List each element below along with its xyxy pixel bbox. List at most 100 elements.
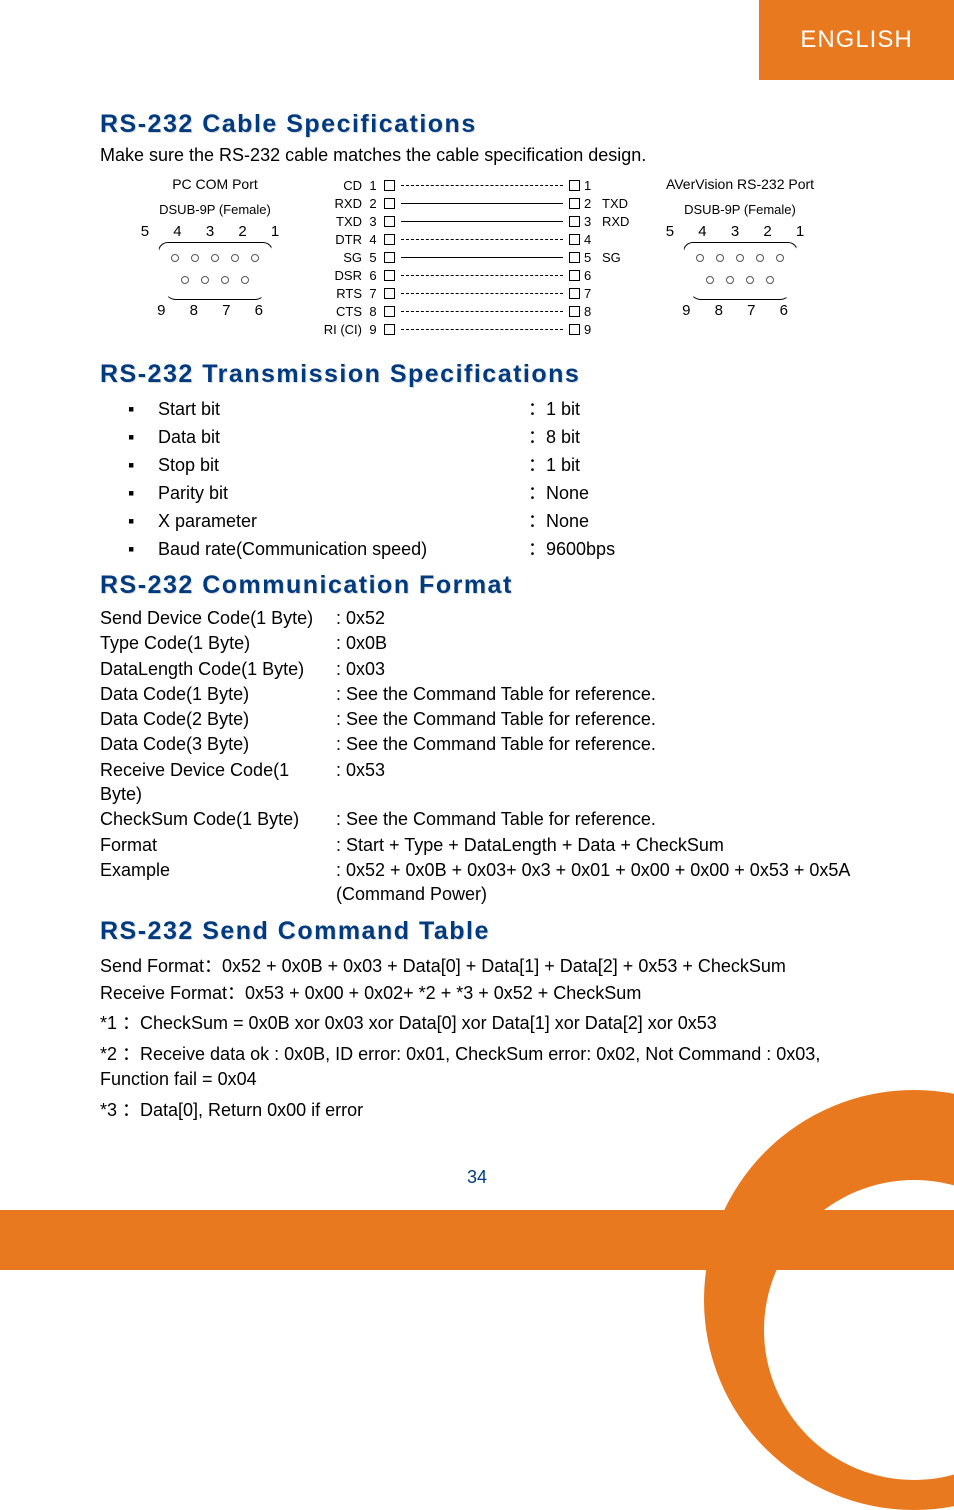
comm-format-val: : 0x03 xyxy=(336,657,870,681)
pin-right-num: 4 xyxy=(584,232,598,247)
pin-left-label: RTS xyxy=(318,286,366,301)
spec-colon: ： xyxy=(528,535,546,561)
sec4-notes: *1 ：CheckSum = 0x0B xor 0x03 xor Data[0]… xyxy=(100,1011,870,1124)
left-port-sub: DSUB-9P (Female) xyxy=(140,202,290,217)
spec-colon: ： xyxy=(528,507,546,533)
pin-left-num: 7 xyxy=(366,286,380,301)
page-content: RS-232 Cable Specifications Make sure th… xyxy=(100,110,870,1129)
comm-format-key: CheckSum Code(1 Byte) xyxy=(100,807,336,831)
pin-row: SG55SG xyxy=(318,248,638,266)
spec-key: Parity bit xyxy=(158,483,528,504)
pin-right-num: 6 xyxy=(584,268,598,283)
spec-item: Start bit：1 bit xyxy=(128,395,870,421)
comm-format-key: Example xyxy=(100,858,336,907)
sec4-title: RS-232 Send Command Table xyxy=(100,917,870,946)
spec-key: Baud rate(Communication speed) xyxy=(158,539,528,560)
pin-box-left xyxy=(384,288,395,299)
sec4-note: *1 ：CheckSum = 0x0B xor 0x03 xor Data[0]… xyxy=(100,1011,870,1036)
spec-key: Data bit xyxy=(158,427,528,448)
comm-format-row: Data Code(3 Byte): See the Command Table… xyxy=(100,732,870,756)
pin-box-right xyxy=(569,234,580,245)
comm-format-rows: Send Device Code(1 Byte): 0x52Type Code(… xyxy=(100,606,870,907)
pin-right-num: 9 xyxy=(584,322,598,337)
sec3-title: RS-232 Communication Format xyxy=(100,571,870,600)
spec-val: None xyxy=(546,511,870,532)
pin-right-num: 5 xyxy=(584,250,598,265)
pin-box-left xyxy=(384,306,395,317)
pin-row: RXD22TXD xyxy=(318,194,638,212)
comm-format-key: Type Code(1 Byte) xyxy=(100,631,336,655)
comm-format-row: CheckSum Code(1 Byte): See the Command T… xyxy=(100,807,870,831)
pin-row: DSR66 xyxy=(318,266,638,284)
pin-box-left xyxy=(384,270,395,281)
pin-right-label: SG xyxy=(598,250,638,265)
pin-row: RI (CI)99 xyxy=(318,320,638,338)
pin-right-label: TXD xyxy=(598,196,638,211)
pin-box-right xyxy=(569,288,580,299)
spec-colon: ： xyxy=(528,423,546,449)
pin-box-right xyxy=(569,198,580,209)
comm-format-val: : 0x52 + 0x0B + 0x03+ 0x3 + 0x01 + 0x00 … xyxy=(336,858,870,907)
pin-box-left xyxy=(384,180,395,191)
right-port: AVerVision RS-232 Port DSUB-9P (Female) … xyxy=(650,176,830,319)
right-port-title: AVerVision RS-232 Port xyxy=(650,176,830,192)
pin-box-left xyxy=(384,252,395,263)
spec-colon: ： xyxy=(528,395,546,421)
sec4-format-line: Send Format：0x52 + 0x0B + 0x03 + Data[0]… xyxy=(100,952,870,978)
pin-right-label: RXD xyxy=(598,214,638,229)
pin-left-num: 8 xyxy=(366,304,380,319)
comm-format-val: : See the Command Table for reference. xyxy=(336,707,870,731)
pin-left-num: 2 xyxy=(366,196,380,211)
spec-colon: ： xyxy=(528,451,546,477)
pin-wire xyxy=(401,221,563,222)
spec-val: 1 bit xyxy=(546,399,870,420)
pin-right-num: 8 xyxy=(584,304,598,319)
sec1-intro: Make sure the RS-232 cable matches the c… xyxy=(100,145,870,166)
pin-left-num: 5 xyxy=(366,250,380,265)
pin-left-num: 4 xyxy=(366,232,380,247)
comm-format-val: : 0x52 xyxy=(336,606,870,630)
comm-format-val: : See the Command Table for reference. xyxy=(336,682,870,706)
sec4-note: *2 ：Receive data ok : 0x0B, ID error: 0x… xyxy=(100,1042,870,1092)
pin-box-right xyxy=(569,180,580,191)
pin-left-label: TXD xyxy=(318,214,366,229)
comm-format-row: Receive Device Code(1 Byte): 0x53 xyxy=(100,758,870,807)
comm-format-key: Receive Device Code(1 Byte) xyxy=(100,758,336,807)
pin-box-left xyxy=(384,198,395,209)
pin-wire xyxy=(401,329,563,330)
comm-format-val: : 0x0B xyxy=(336,631,870,655)
pin-left-num: 9 xyxy=(366,322,380,337)
comm-format-key: DataLength Code(1 Byte) xyxy=(100,657,336,681)
spec-key: Stop bit xyxy=(158,455,528,476)
comm-format-val: : See the Command Table for reference. xyxy=(336,807,870,831)
pin-left-label: DTR xyxy=(318,232,366,247)
comm-format-val: : See the Command Table for reference. xyxy=(336,732,870,756)
pin-left-label: RI (CI) xyxy=(318,322,366,337)
pin-wire xyxy=(401,275,563,276)
spec-item: X parameter：None xyxy=(128,507,870,533)
spec-item: Parity bit：None xyxy=(128,479,870,505)
transmission-spec-list: Start bit：1 bitData bit：8 bitStop bit：1 … xyxy=(128,395,870,561)
sec4-format-lines: Send Format：0x52 + 0x0B + 0x03 + Data[0]… xyxy=(100,952,870,1005)
spec-key: X parameter xyxy=(158,511,528,532)
sec4-format-line: Receive Format：0x53 + 0x00 + 0x02+ *2 + … xyxy=(100,979,870,1005)
pin-row: RTS77 xyxy=(318,284,638,302)
comm-format-val: : Start + Type + DataLength + Data + Che… xyxy=(336,833,870,857)
pin-box-right xyxy=(569,306,580,317)
pin-left-label: CD xyxy=(318,178,366,193)
pin-right-num: 1 xyxy=(584,178,598,193)
comm-format-key: Send Device Code(1 Byte) xyxy=(100,606,336,630)
spec-colon: ： xyxy=(528,479,546,505)
spec-val: 1 bit xyxy=(546,455,870,476)
spec-val: None xyxy=(546,483,870,504)
left-port-pins-top: 5 4 3 2 1 xyxy=(140,223,290,240)
comm-format-row: Data Code(1 Byte): See the Command Table… xyxy=(100,682,870,706)
pin-wire xyxy=(401,203,563,204)
pin-row: DTR44 xyxy=(318,230,638,248)
spec-val: 8 bit xyxy=(546,427,870,448)
left-connector xyxy=(158,242,273,300)
right-port-pins-top: 5 4 3 2 1 xyxy=(650,223,830,240)
sec2-title: RS-232 Transmission Specifications xyxy=(100,360,870,389)
pin-left-num: 3 xyxy=(366,214,380,229)
spec-item: Stop bit：1 bit xyxy=(128,451,870,477)
